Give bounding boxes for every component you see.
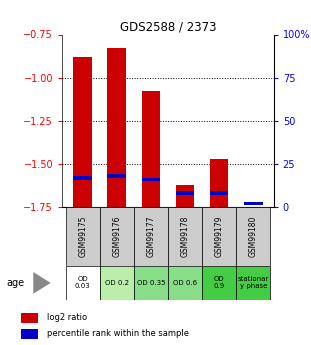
Bar (210, 191, 229, 195)
Bar (168, 207, 202, 266)
Bar (107, 48, 126, 207)
Text: GSM99177: GSM99177 (146, 216, 156, 257)
Bar (73, 57, 92, 207)
Text: OD
0.9: OD 0.9 (213, 276, 225, 289)
Bar (134, 266, 168, 300)
Bar (21, 329, 39, 339)
Text: GSM99179: GSM99179 (215, 216, 224, 257)
Bar (107, 174, 126, 178)
Bar (244, 201, 262, 205)
Bar (168, 266, 202, 300)
Bar (21, 313, 39, 323)
Bar (73, 176, 92, 179)
Bar (176, 185, 194, 207)
Bar (100, 266, 134, 300)
Bar (210, 159, 229, 207)
Text: GSM99178: GSM99178 (180, 216, 189, 257)
Text: GSM99175: GSM99175 (78, 216, 87, 257)
Bar (66, 266, 100, 300)
Bar (176, 191, 194, 195)
Bar (202, 207, 236, 266)
Text: log2 ratio: log2 ratio (47, 313, 87, 322)
Polygon shape (33, 272, 51, 294)
Bar (66, 207, 100, 266)
Bar (202, 266, 236, 300)
Text: OD 0.6: OD 0.6 (173, 280, 197, 286)
Bar (134, 207, 168, 266)
Bar (236, 266, 270, 300)
Text: stationar
y phase: stationar y phase (238, 276, 269, 289)
Text: GSM99176: GSM99176 (112, 216, 121, 257)
Title: GDS2588 / 2373: GDS2588 / 2373 (120, 20, 216, 33)
Bar (142, 91, 160, 207)
Text: age: age (6, 278, 24, 288)
Bar (142, 177, 160, 181)
Text: OD 0.2: OD 0.2 (105, 280, 129, 286)
Text: OD 0.35: OD 0.35 (137, 280, 165, 286)
Bar (236, 207, 270, 266)
Text: GSM99180: GSM99180 (249, 216, 258, 257)
Text: OD
0.03: OD 0.03 (75, 276, 91, 289)
Bar (100, 207, 134, 266)
Text: percentile rank within the sample: percentile rank within the sample (47, 329, 189, 338)
